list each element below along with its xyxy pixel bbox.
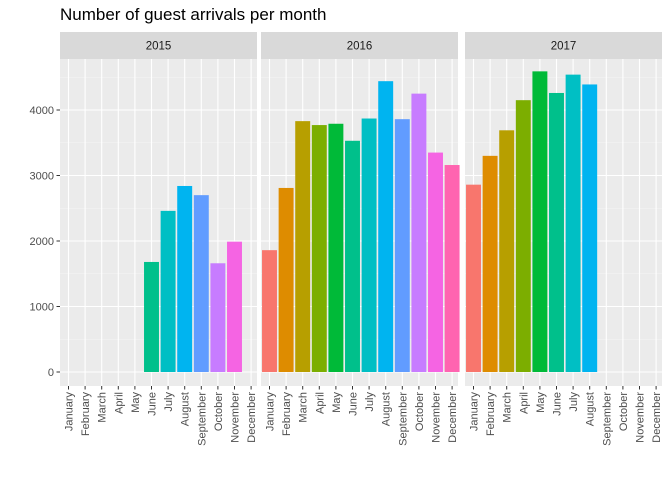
x-tick-label: February: [80, 392, 92, 437]
x-tick-label: April: [113, 392, 125, 414]
bar-2016-july: [361, 118, 377, 372]
y-tick-label: 4000: [30, 105, 54, 117]
bar-2015-july: [160, 210, 176, 372]
x-tick-label: January: [64, 392, 76, 432]
bar-2016-june: [345, 140, 360, 372]
x-tick-label: February: [485, 392, 497, 437]
bar-2015-august: [177, 185, 193, 372]
bar-2017-february: [482, 155, 498, 372]
y-tick-label: 2000: [30, 236, 54, 248]
x-tick-label: September: [601, 392, 613, 446]
x-tick-label: December: [246, 392, 258, 443]
facet-strip: [465, 32, 662, 59]
x-tick-label: December: [651, 392, 663, 443]
bar-2017-may: [532, 71, 548, 372]
bar-2016-october: [411, 93, 427, 372]
x-tick-label: September: [196, 392, 208, 446]
x-tick-label: July: [364, 392, 376, 412]
x-tick-label: November: [431, 392, 443, 443]
bar-2015-november: [227, 241, 242, 372]
x-tick-label: November: [230, 392, 242, 443]
x-tick-label: October: [414, 392, 426, 431]
x-tick-label: April: [518, 392, 530, 414]
x-tick-label: January: [469, 392, 481, 432]
bar-2016-december: [444, 165, 460, 372]
x-tick-label: April: [314, 392, 326, 414]
bar-2017-april: [515, 100, 531, 373]
bar-2015-october: [210, 263, 226, 372]
facet-strip-label: 2017: [551, 41, 577, 53]
bar-2016-april: [311, 125, 327, 372]
x-tick-label: February: [281, 392, 293, 437]
facet-strip: [60, 32, 257, 59]
x-tick-label: August: [381, 392, 393, 426]
x-tick-label: March: [298, 392, 310, 423]
bar-2017-january: [466, 184, 481, 372]
x-tick-label: July: [568, 392, 580, 412]
bar-2017-june: [549, 92, 564, 372]
x-tick-label: October: [618, 392, 630, 431]
y-tick-label: 3000: [30, 171, 54, 183]
facet-strip-label: 2015: [146, 41, 172, 53]
x-tick-label: January: [265, 392, 277, 432]
bar-2016-january: [262, 250, 277, 372]
bar-2016-august: [378, 81, 394, 373]
bar-2015-june: [144, 261, 159, 372]
x-tick-label: May: [130, 392, 142, 413]
x-tick-label: May: [535, 392, 547, 413]
bar-2016-february: [278, 187, 294, 372]
facet-strip-label: 2016: [347, 41, 373, 53]
bar-2016-march: [295, 121, 311, 372]
x-tick-label: August: [585, 392, 597, 426]
bar-2017-august: [582, 84, 598, 372]
x-tick-label: March: [97, 392, 109, 423]
x-tick-label: October: [213, 392, 225, 431]
x-tick-label: December: [447, 392, 459, 443]
x-tick-label: November: [635, 392, 647, 443]
bar-2015-september: [193, 195, 209, 372]
bar-2016-september: [394, 119, 410, 372]
x-tick-label: July: [163, 392, 175, 412]
x-tick-label: September: [397, 392, 409, 446]
bar-2016-november: [428, 152, 443, 372]
x-tick-label: June: [348, 392, 360, 416]
y-tick-label: 0: [48, 367, 54, 379]
x-tick-label: June: [552, 392, 564, 416]
x-tick-label: August: [180, 392, 192, 426]
bar-2017-july: [565, 74, 581, 372]
facet-strip: [261, 32, 458, 59]
bar-2016-may: [328, 123, 344, 372]
bar-2017-march: [499, 130, 515, 372]
chart-title: Number of guest arrivals per month: [60, 5, 327, 24]
x-tick-label: June: [147, 392, 159, 416]
x-tick-label: May: [331, 392, 343, 413]
y-tick-label: 1000: [30, 302, 54, 314]
x-tick-label: March: [502, 392, 514, 423]
